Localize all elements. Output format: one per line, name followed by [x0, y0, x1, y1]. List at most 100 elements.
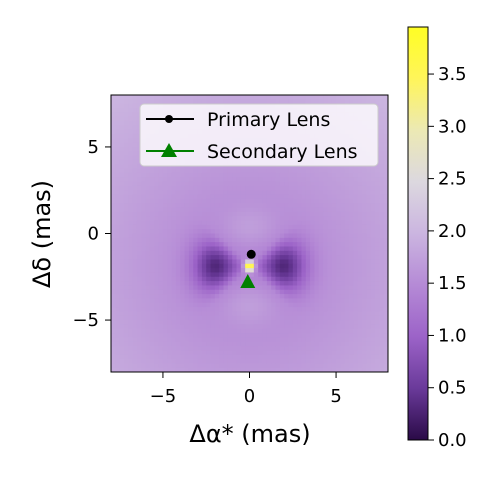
heatmap-cell — [253, 363, 259, 369]
heatmap-cell — [154, 185, 160, 191]
heatmap-cell — [171, 250, 177, 256]
heatmap-cell — [162, 185, 168, 191]
heatmap-cell — [292, 237, 298, 243]
heatmap-cell — [314, 328, 320, 334]
heatmap-cell — [258, 255, 264, 261]
heatmap-cell — [119, 367, 125, 372]
heatmap-cell — [236, 250, 242, 256]
heatmap-cell — [184, 289, 190, 295]
heatmap-cell — [366, 333, 372, 338]
heatmap-cell — [340, 220, 346, 226]
heatmap-cell — [375, 354, 380, 360]
heatmap-cell — [236, 337, 242, 343]
heatmap-cell — [314, 341, 320, 347]
heatmap-cell — [111, 255, 116, 261]
heatmap-cell — [253, 229, 259, 235]
heatmap-cell — [375, 177, 380, 183]
heatmap-cell — [349, 177, 354, 183]
heatmap-cell — [245, 255, 251, 261]
heatmap-cell — [258, 350, 264, 356]
heatmap-cell — [353, 341, 359, 347]
heatmap-cell — [362, 255, 367, 261]
heatmap-cell — [193, 346, 199, 351]
heatmap-cell — [357, 367, 363, 372]
heatmap-cell — [115, 203, 121, 209]
heatmap-cell — [266, 242, 272, 248]
heatmap-cell — [128, 276, 134, 282]
heatmap-cell — [219, 190, 225, 196]
heatmap-cell — [344, 95, 350, 100]
heatmap-cell — [266, 315, 272, 321]
heatmap-cell — [318, 233, 324, 239]
heatmap-cell — [171, 363, 177, 369]
heatmap-cell — [214, 255, 220, 261]
heatmap-cell — [115, 246, 121, 252]
heatmap-cell — [154, 285, 160, 291]
heatmap-cell — [227, 359, 233, 364]
heatmap-cell — [149, 237, 155, 243]
heatmap-cell — [227, 263, 233, 269]
heatmap-cell — [344, 246, 350, 252]
heatmap-cell — [249, 185, 255, 191]
heatmap-cell — [379, 294, 385, 300]
heatmap-cell — [336, 363, 341, 369]
heatmap-cell — [180, 198, 186, 204]
heatmap-cell — [271, 315, 277, 321]
heatmap-cell — [288, 285, 294, 291]
heatmap-cell — [331, 229, 337, 235]
heatmap-cell — [158, 315, 164, 321]
heatmap-cell — [223, 164, 229, 170]
heatmap-cell — [184, 311, 190, 317]
heatmap-cell — [340, 242, 346, 248]
heatmap-cell — [340, 246, 346, 252]
heatmap-cell — [253, 324, 259, 330]
heatmap-cell — [232, 237, 238, 243]
heatmap-cell — [128, 259, 134, 265]
heatmap-cell — [236, 333, 242, 338]
heatmap-cell — [344, 237, 350, 243]
heatmap-cell — [201, 320, 207, 325]
heatmap-cell — [379, 359, 385, 364]
heatmap-cell — [305, 220, 311, 226]
heatmap-cell — [336, 289, 341, 295]
heatmap-cell — [175, 181, 181, 187]
heatmap-cell — [297, 333, 303, 338]
heatmap-cell — [340, 320, 346, 325]
heatmap-cell — [180, 281, 186, 287]
heatmap-cell — [171, 367, 177, 372]
heatmap-cell — [167, 177, 173, 183]
heatmap-cell — [349, 263, 354, 269]
heatmap-cell — [253, 216, 259, 222]
heatmap-cell — [370, 294, 376, 300]
heatmap-cell — [227, 298, 233, 304]
heatmap-cell — [284, 211, 290, 217]
heatmap-cell — [115, 207, 121, 213]
heatmap-cell — [111, 177, 116, 183]
heatmap-cell — [167, 190, 173, 196]
heatmap-cell — [175, 255, 181, 261]
heatmap-cell — [362, 250, 367, 256]
heatmap-cell — [141, 168, 147, 174]
heatmap-cell — [275, 198, 281, 204]
heatmap-cell — [232, 185, 238, 191]
heatmap-cell — [180, 190, 186, 196]
heatmap-cell — [357, 363, 363, 369]
heatmap-cell — [132, 138, 138, 144]
heatmap-cell — [184, 164, 190, 170]
heatmap-cell — [193, 350, 199, 356]
heatmap-cell — [236, 237, 242, 243]
heatmap-cell — [349, 207, 354, 213]
heatmap-cell — [366, 255, 372, 261]
heatmap-cell — [115, 194, 121, 200]
heatmap-cell — [197, 289, 203, 295]
heatmap-cell — [227, 95, 233, 100]
heatmap-cell — [162, 233, 168, 239]
heatmap-cell — [297, 233, 303, 239]
heatmap-cell — [184, 307, 190, 313]
heatmap-cell — [193, 207, 199, 213]
heatmap-cell — [158, 220, 164, 226]
heatmap-cell — [357, 172, 363, 178]
heatmap-cell — [375, 95, 380, 100]
heatmap-cell — [180, 255, 186, 261]
heatmap-cell — [266, 237, 272, 243]
